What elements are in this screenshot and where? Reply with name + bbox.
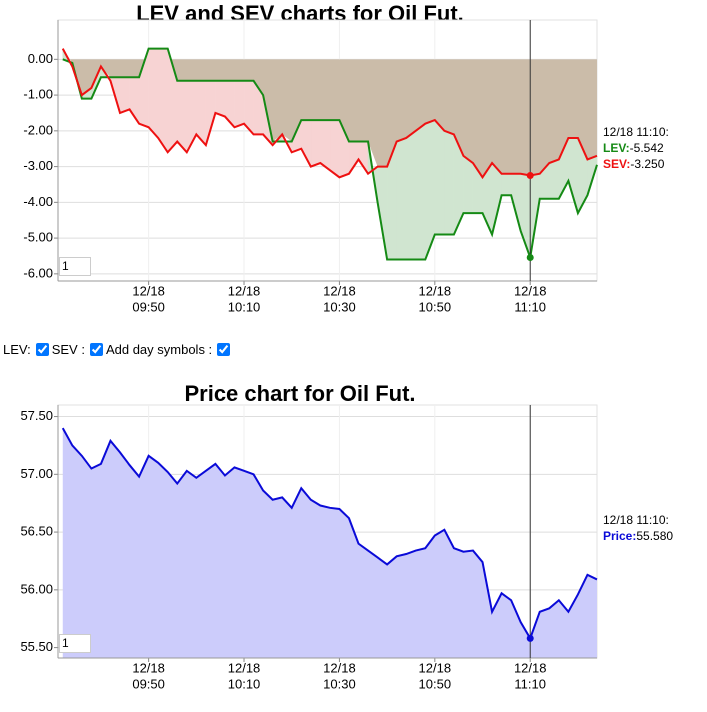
x-tick-label: 11:10 [514, 299, 546, 314]
x-tick-label: 12/18 [419, 660, 452, 675]
x-tick-label: 12/18 [323, 660, 356, 675]
range-input[interactable]: 1 [59, 634, 91, 653]
y-tick-label: 57.00 [20, 466, 53, 481]
x-tick-label: 09:50 [132, 299, 165, 314]
range-input[interactable]: 1 [59, 257, 91, 276]
checkbox[interactable] [89, 343, 103, 356]
y-tick-label: 55.50 [20, 639, 53, 654]
x-tick-label: 10:50 [419, 299, 452, 314]
readout-time: 12/18 11:10: [603, 513, 669, 527]
x-tick-label: 10:50 [419, 676, 452, 691]
band [405, 130, 416, 260]
control-label: LEV: [3, 342, 31, 357]
band [463, 155, 474, 214]
band [157, 48, 168, 154]
readout-value: -5.542 [630, 141, 664, 155]
readout: Price:55.580 [603, 529, 673, 543]
x-tick-label: 09:50 [132, 676, 165, 691]
band [310, 119, 321, 167]
x-tick-label: 12/18 [228, 660, 261, 675]
band [329, 119, 340, 178]
readout-value: 55.580 [636, 529, 673, 543]
band [549, 159, 560, 200]
y-tick-label: 56.50 [20, 524, 53, 539]
y-tick-label: -4.00 [23, 194, 53, 209]
y-tick-label: -2.00 [23, 122, 53, 137]
y-tick-label: 0.00 [28, 51, 53, 66]
x-tick-label: 10:30 [323, 299, 356, 314]
checkbox[interactable] [217, 343, 231, 356]
x-tick-label: 10:10 [228, 299, 261, 314]
band [148, 48, 159, 139]
x-tick-label: 12/18 [419, 283, 452, 298]
x-tick-label: 12/18 [323, 283, 356, 298]
readout-time: 12/18 11:10: [603, 125, 669, 139]
line [61, 48, 598, 180]
y-tick-label: -6.00 [23, 265, 53, 280]
x-tick-label: 12/18 [132, 283, 165, 298]
y-tick-label: 57.50 [20, 408, 53, 423]
x-tick-label: 12/18 [514, 660, 547, 675]
x-tick-label: 12/18 [228, 283, 261, 298]
band [176, 80, 188, 153]
readout-value: -3.250 [630, 157, 664, 171]
control-label: SEV : [51, 342, 85, 357]
band [444, 130, 455, 235]
readout-name: SEV: [603, 157, 630, 171]
chart-panel: LEV and SEV charts for Oil Fut.0.00-1.00… [23, 1, 668, 315]
band [501, 173, 512, 196]
y-tick-label: -1.00 [23, 87, 53, 102]
band [320, 119, 331, 171]
band [215, 80, 226, 117]
area [62, 428, 598, 658]
band [415, 123, 426, 260]
readout-name: LEV: [603, 141, 630, 155]
controls: LEV: SEV : Add day symbols : [3, 342, 233, 357]
readout-name: Price: [603, 529, 636, 543]
y-tick-label: -5.00 [23, 230, 53, 245]
cursor-dot [526, 634, 534, 642]
control-label: Add day symbols : [105, 342, 213, 357]
y-tick-label: 56.00 [20, 581, 53, 596]
x-tick-label: 11:10 [514, 676, 546, 691]
cursor-dot [526, 253, 534, 261]
checkbox[interactable] [35, 343, 49, 356]
x-tick-label: 12/18 [132, 660, 165, 675]
x-tick-label: 12/18 [514, 283, 547, 298]
y-tick-label: -3.00 [23, 158, 53, 173]
chart-title: Price chart for Oil Fut. [184, 381, 415, 406]
line [62, 47, 598, 262]
x-tick-label: 10:30 [323, 676, 356, 691]
band [434, 119, 445, 235]
band [396, 137, 407, 260]
readout: SEV:-3.250 [603, 157, 665, 171]
chart-panel: Price chart for Oil Fut. 57.50 57.00 56.50 5… [20, 381, 673, 692]
line [61, 427, 598, 641]
cursor-dot [526, 172, 534, 180]
band [234, 80, 245, 128]
readout: LEV:-5.542 [603, 141, 664, 155]
band [119, 76, 130, 114]
x-tick-label: 10:10 [228, 676, 261, 691]
